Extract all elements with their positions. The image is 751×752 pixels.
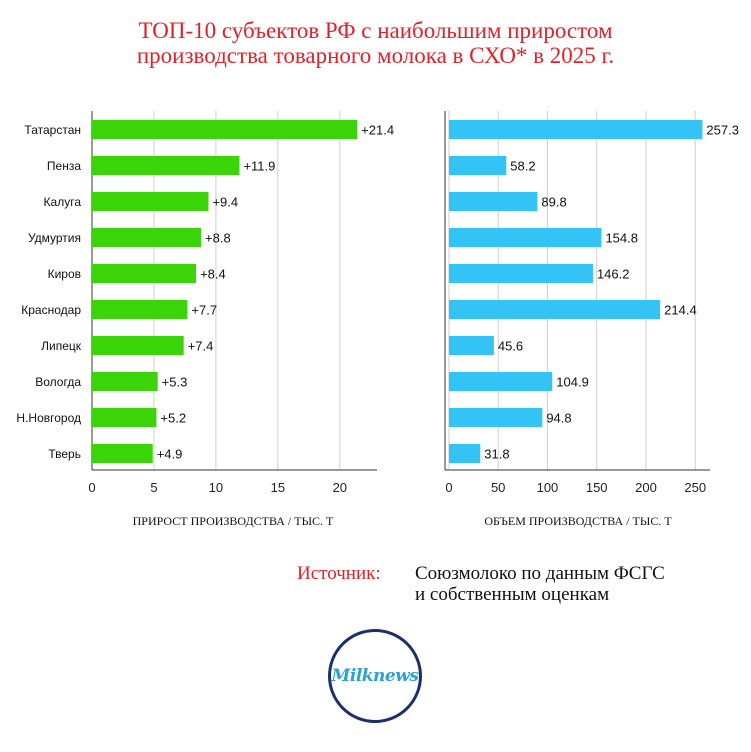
chart-title: ТОП-10 субъектов РФ с наибольшим прирост… (0, 18, 751, 68)
milknews-logo: Milknews (328, 629, 422, 723)
right-bar (448, 372, 553, 391)
category-label: Тверь (48, 447, 81, 461)
left-x-tick-label: 15 (271, 480, 285, 495)
logo-text: Milknews (331, 666, 419, 686)
left-x-tick-label: 5 (150, 480, 157, 495)
right-data-label: 104.9 (556, 375, 589, 390)
right-data-label: 214.4 (664, 303, 697, 318)
right-data-label: 58.2 (510, 159, 535, 174)
right-bar (448, 336, 494, 355)
right-bar (448, 192, 538, 211)
left-data-label: +9.4 (212, 195, 238, 210)
left-x-tick-label: 10 (209, 480, 223, 495)
category-label: Краснодар (21, 303, 81, 317)
left-bar (92, 444, 153, 463)
left-data-label: +4.9 (157, 447, 183, 462)
right-data-label: 31.8 (484, 447, 509, 462)
left-x-axis-title: ПРИРОСТ ПРОИЗВОДСТВА / ТЫС. Т (133, 514, 334, 528)
left-bar (92, 336, 184, 355)
left-data-label: +8.8 (205, 231, 231, 246)
left-bar (92, 300, 188, 319)
left-data-label: +5.2 (160, 411, 186, 426)
right-data-label: 257.3 (706, 123, 739, 138)
category-label: Калуга (44, 195, 82, 209)
right-bar (448, 264, 593, 283)
right-bar (448, 120, 703, 139)
left-bar (92, 408, 157, 427)
right-bar (448, 156, 507, 175)
right-x-tick-label: 200 (635, 480, 657, 495)
right-data-label: 45.6 (498, 339, 523, 354)
right-x-tick-label: 100 (537, 480, 559, 495)
right-x-tick-label: 150 (586, 480, 608, 495)
source-text: Союзмолоко по данным ФСГС и собственным … (415, 563, 665, 605)
left-data-label: +7.4 (188, 339, 214, 354)
right-data-label: 89.8 (541, 195, 566, 210)
left-data-label: +21.4 (361, 123, 394, 138)
source-line-2: и собственным оценкам (415, 584, 610, 605)
left-data-label: +11.9 (243, 159, 275, 174)
left-x-tick-label: 20 (333, 480, 347, 495)
left-data-label: +8.4 (200, 267, 226, 282)
source-line-1: Союзмолоко по данным ФСГС (415, 563, 665, 584)
bar-charts: 0 5 10 15 20 +21.4 Татарстан +11.9 Пенза +9.4 Калу… (16, 111, 739, 528)
left-bar (92, 120, 358, 139)
right-data-label: 154.8 (605, 231, 638, 246)
category-label: Липецк (41, 339, 82, 353)
right-bar (448, 408, 543, 427)
category-label: Татарстан (24, 123, 81, 137)
category-label: Удмуртия (28, 231, 81, 245)
right-x-tick-label: 50 (491, 480, 505, 495)
right-x-axis-title: ОБЪЕМ ПРОИЗВОДСТВА / ТЫС. Т (484, 514, 672, 528)
left-bar (92, 264, 197, 283)
left-x-tick-label: 0 (88, 480, 95, 495)
right-bar (448, 300, 661, 319)
category-label: Пенза (47, 159, 81, 173)
right-data-label: 146.2 (597, 267, 630, 282)
category-label: Вологда (35, 375, 81, 389)
source-label: Источник: (297, 563, 381, 584)
right-bar (448, 228, 602, 247)
left-data-label: +5.3 (162, 375, 188, 390)
category-label: Киров (48, 267, 81, 281)
left-bar (92, 192, 209, 211)
left-data-label: +7.7 (191, 303, 217, 318)
left-bar (92, 156, 240, 175)
title-line-1: ТОП-10 субъектов РФ с наибольшим прирост… (138, 18, 613, 43)
left-bar (92, 372, 158, 391)
left-bar (92, 228, 202, 247)
title-line-2: производства товарного молока в СХО* в 2… (136, 43, 615, 68)
right-bar (448, 444, 481, 463)
right-data-label: 94.8 (546, 411, 571, 426)
right-x-tick-label: 250 (684, 480, 706, 495)
category-label: Н.Новгород (16, 411, 81, 425)
right-x-tick-label: 0 (445, 480, 452, 495)
